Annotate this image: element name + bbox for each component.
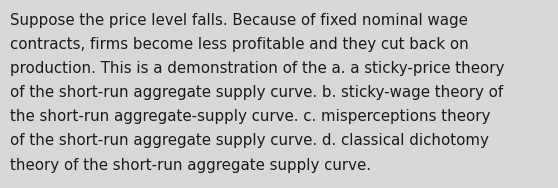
- Text: Suppose the price level falls. Because of fixed nominal wage: Suppose the price level falls. Because o…: [10, 13, 468, 28]
- Text: production. This is a demonstration of the a. a sticky-price theory: production. This is a demonstration of t…: [10, 61, 504, 76]
- Text: of the short-run aggregate supply curve. d. classical dichotomy: of the short-run aggregate supply curve.…: [10, 133, 489, 149]
- Text: contracts, firms become less profitable and they cut back on: contracts, firms become less profitable …: [10, 37, 469, 52]
- Text: theory of the short-run aggregate supply curve.: theory of the short-run aggregate supply…: [10, 158, 371, 173]
- Text: of the short-run aggregate supply curve. b. sticky-wage theory of: of the short-run aggregate supply curve.…: [10, 85, 503, 100]
- Text: the short-run aggregate-supply curve. c. misperceptions theory: the short-run aggregate-supply curve. c.…: [10, 109, 490, 124]
